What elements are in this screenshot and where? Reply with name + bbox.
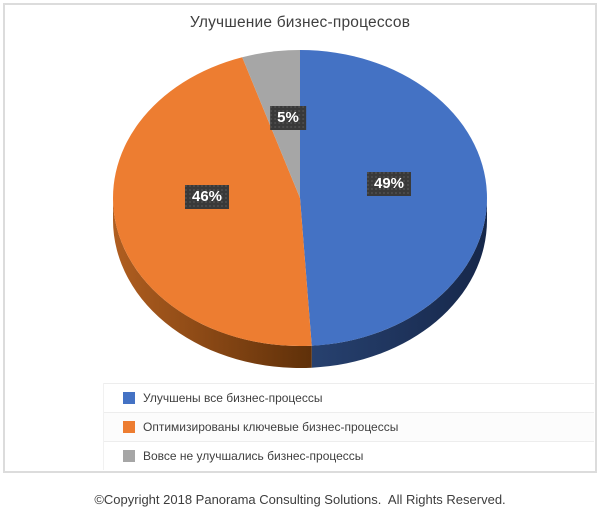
data-label-orange: 46% bbox=[184, 185, 230, 209]
copyright-text: ©Copyright 2018 Panorama Consulting Solu… bbox=[94, 492, 506, 507]
legend-label: Оптимизированы ключевые бизнес-процессы bbox=[143, 420, 399, 434]
legend-swatch-blue bbox=[123, 392, 135, 404]
legend-item-not-improved: Вовсе не улучшались бизнес-процессы bbox=[104, 441, 594, 470]
legend-item-optimized-key: Оптимизированы ключевые бизнес-процессы bbox=[104, 412, 594, 441]
data-label-blue: 49% bbox=[366, 172, 412, 196]
legend-swatch-orange bbox=[123, 421, 135, 433]
legend-label: Улучшены все бизнес-процессы bbox=[143, 391, 323, 405]
pie-side-0 bbox=[311, 198, 487, 368]
legend-swatch-gray bbox=[123, 450, 135, 462]
data-label-gray: 5% bbox=[270, 106, 306, 130]
pie-slice-0 bbox=[300, 50, 487, 346]
legend-item-improved-all: Улучшены все бизнес-процессы bbox=[104, 383, 594, 412]
legend-label: Вовсе не улучшались бизнес-процессы bbox=[143, 449, 364, 463]
pie-side-1 bbox=[113, 198, 312, 368]
legend: Улучшены все бизнес-процессы Оптимизиров… bbox=[103, 383, 594, 470]
chart-title: Улучшение бизнес-процессов bbox=[189, 14, 411, 31]
